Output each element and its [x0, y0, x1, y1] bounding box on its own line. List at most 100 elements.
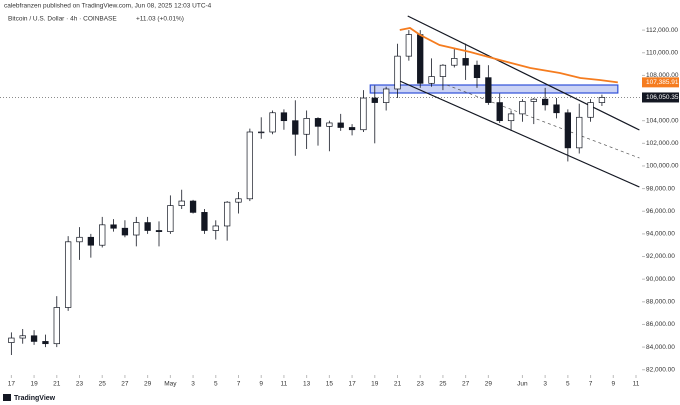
candle-body — [507, 113, 515, 122]
candle-body — [201, 212, 208, 231]
candle-body — [428, 76, 435, 84]
x-tick-label: 29 — [485, 381, 493, 388]
y-tick-label: 110,000.00 — [646, 49, 678, 56]
candle-body — [87, 236, 95, 246]
y-tick-label: 108,000.00 — [646, 72, 679, 79]
candle-body — [382, 88, 390, 103]
candle-body — [19, 335, 26, 339]
candle-body — [42, 341, 49, 345]
candle-body — [473, 64, 481, 79]
x-tick-label: 23 — [417, 381, 425, 388]
x-tick-label: 25 — [439, 381, 447, 388]
candle-body — [530, 98, 537, 102]
candle-body — [439, 64, 447, 77]
zone — [369, 84, 619, 94]
x-tick-label: 7 — [237, 381, 241, 388]
y-tick-label: 90,000.00 — [646, 276, 675, 283]
x-tick-label: 17 — [8, 381, 16, 388]
price-label-box — [642, 77, 679, 88]
trendline — [446, 84, 640, 159]
candle-body — [235, 198, 242, 203]
x-tick-label: 13 — [303, 381, 311, 388]
candle-body — [133, 222, 140, 236]
candle-body — [167, 205, 174, 232]
candle-body — [189, 200, 197, 213]
x-tick-label: 27 — [462, 381, 470, 388]
candle-body — [144, 222, 151, 231]
y-tick-label: 104,000.00 — [646, 117, 679, 124]
candle-body — [258, 131, 265, 134]
x-tick-label: 25 — [99, 381, 107, 388]
trendline — [407, 15, 640, 131]
x-tick-label: 15 — [326, 381, 334, 388]
candle-body — [541, 98, 549, 106]
x-tick-label: 3 — [191, 381, 195, 388]
candle-body — [564, 112, 572, 149]
candle-body — [292, 120, 299, 135]
candle-body — [30, 335, 38, 342]
candle-body — [303, 118, 310, 135]
x-tick-label: 17 — [348, 381, 356, 388]
candle-body — [269, 112, 276, 133]
candle-body — [485, 77, 492, 103]
candle-body — [360, 97, 367, 131]
candle-body — [280, 112, 288, 122]
y-tick-label: 96,000.00 — [646, 208, 675, 215]
x-tick-label: 11 — [633, 381, 640, 388]
candle-body — [178, 200, 185, 206]
candle-body — [121, 227, 129, 236]
candle-body — [337, 122, 344, 128]
y-tick-label: 88,000.00 — [646, 299, 675, 306]
candle-body — [576, 116, 583, 149]
brand: TradingView — [14, 395, 56, 402]
y-tick-label: 102,000.00 — [646, 140, 679, 147]
candle-body — [212, 225, 219, 231]
y-tick-label: 112,000.00 — [646, 27, 678, 34]
candle-body — [314, 118, 322, 127]
credit: calebfranzen published on TradingView.co… — [4, 3, 212, 10]
x-tick-label: 5 — [214, 381, 218, 388]
change: +11.03 (+0.01%) — [136, 16, 184, 23]
y-tick-label: 98,000.00 — [646, 185, 675, 192]
x-tick-label: 7 — [589, 381, 593, 388]
candle-body — [371, 97, 378, 103]
brand-logo — [3, 394, 11, 401]
x-tick-label: 21 — [394, 381, 402, 388]
y-tick-label: 94,000.00 — [646, 231, 675, 238]
x-tick-label: 9 — [611, 381, 615, 388]
y-tick-label: 100,000.00 — [646, 163, 679, 170]
x-tick-label: 19 — [30, 381, 38, 388]
candle-body — [417, 34, 424, 84]
x-tick-label: 3 — [543, 381, 547, 388]
symbol: Bitcoin / U.S. Dollar · 4h · COINBASE — [8, 16, 117, 23]
candle-body — [99, 224, 106, 246]
candle-body — [405, 34, 413, 57]
y-tick-label: 84,000.00 — [646, 344, 675, 351]
candle-body — [155, 230, 163, 232]
candle-body — [64, 241, 72, 308]
candle-body — [394, 55, 401, 90]
candle-body — [553, 104, 560, 114]
x-tick-label: 29 — [144, 381, 152, 388]
y-tick-label: 86,000.00 — [646, 321, 675, 328]
x-tick-label: 23 — [76, 381, 84, 388]
candle-body — [519, 101, 526, 115]
candle-body — [246, 131, 254, 200]
x-tick-label: 5 — [566, 381, 570, 388]
price-label: 106,050.35 — [646, 94, 679, 101]
x-tick-label: Jun — [517, 381, 528, 388]
candle-body — [223, 201, 231, 227]
candle-body — [587, 102, 594, 118]
candle-body — [110, 224, 117, 229]
series-line — [399, 27, 618, 84]
y-tick-label: 82,000.00 — [646, 366, 675, 373]
candle-body — [326, 122, 333, 127]
x-tick-label: 11 — [281, 381, 288, 388]
x-tick-label: May — [164, 381, 177, 388]
candle-body — [598, 97, 606, 103]
x-tick-label: 21 — [53, 381, 61, 388]
candle-body — [462, 58, 469, 66]
candle-body — [348, 127, 356, 131]
candle-body — [8, 337, 15, 343]
